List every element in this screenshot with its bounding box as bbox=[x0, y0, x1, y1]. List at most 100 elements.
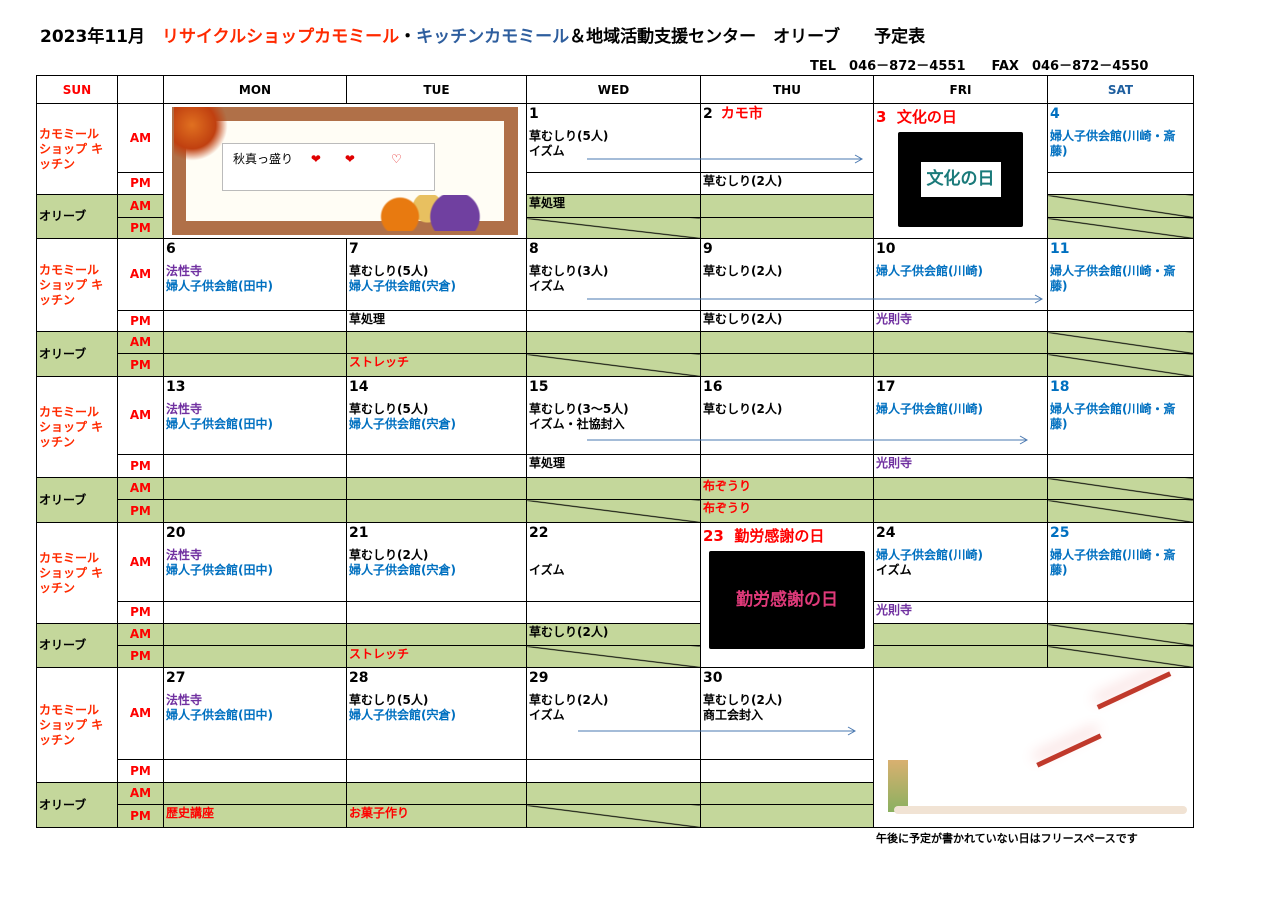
olive-cell-am bbox=[526, 331, 701, 354]
group-label-shop: カモミール ショップ キッチン bbox=[36, 376, 118, 478]
day-cell-am: 20 法性寺 婦人子供会館(田中) bbox=[163, 522, 347, 602]
olive-cell-am bbox=[526, 782, 701, 805]
week-row: PM bbox=[37, 759, 1194, 783]
group-label-olive: オリーブ bbox=[36, 477, 118, 523]
week-row: オリーブ AM 草処理 bbox=[36, 194, 1194, 239]
olive-cell-pm bbox=[700, 217, 874, 239]
day-cell-am: 16 草むしり(2人) bbox=[700, 376, 874, 455]
week-row: カモミール ショップ キッチン AM 6 法性寺 婦人子供会館(田中) 7 草むしり(5人)… bbox=[36, 238, 1194, 332]
am-label: AM bbox=[117, 522, 164, 602]
entry: 草むしり(5人) bbox=[349, 264, 429, 278]
day-cell-pm: 草処理 bbox=[526, 454, 701, 478]
day-cell-pm bbox=[346, 601, 527, 624]
entry: 布ぞうり bbox=[703, 501, 752, 515]
day-number: 3 bbox=[876, 108, 887, 126]
entry: 法性寺 bbox=[166, 693, 203, 707]
olive-cell-pm bbox=[873, 499, 1048, 523]
continuation-arrow bbox=[587, 154, 864, 164]
entry: 婦人子供会館(川崎) bbox=[876, 264, 983, 278]
continuation-arrow bbox=[587, 294, 1044, 304]
entry: 婦人子供会館(川崎) bbox=[876, 548, 983, 562]
olive-cell-am bbox=[163, 782, 347, 805]
week-row: カモミール ショップ キッチン AM 27 法性寺 婦人子供会館(田中) 28 草むしり(5… bbox=[36, 667, 1194, 828]
olive-cell-am bbox=[1047, 477, 1194, 500]
entry: 法性寺 bbox=[166, 548, 203, 562]
week-row: カモミール ショップ キッチン AM 秋真っ盛り ❤ ❤ ♡ 1 草むしり(5人) イズム… bbox=[36, 103, 1194, 239]
entry: 法性寺 bbox=[166, 402, 203, 416]
ground-decoration bbox=[894, 806, 1187, 814]
week-row: カモミール ショップ キッチン AM 20 法性寺 婦人子供会館(田中) 21 草むしり(2… bbox=[36, 522, 1194, 668]
day-number: 14 bbox=[349, 379, 369, 395]
entry: 婦人子供会館(川崎・斎藤) bbox=[1050, 548, 1176, 577]
day-cell-am: 18 婦人子供会館(川崎・斎藤) bbox=[1047, 376, 1194, 455]
week-row: PM ストレッチ bbox=[37, 353, 1194, 377]
am-label: AM bbox=[117, 238, 164, 311]
group-label-shop: カモミール ショップ キッチン bbox=[36, 238, 118, 332]
entry: イズム bbox=[529, 144, 565, 158]
olive-cell-am bbox=[700, 782, 874, 805]
day-number: 28 bbox=[349, 670, 369, 686]
illustration-text: 勤労感謝の日 bbox=[736, 589, 838, 610]
am-label: AM bbox=[117, 194, 164, 218]
entry: イズム bbox=[529, 708, 565, 722]
pm-label: PM bbox=[117, 645, 164, 668]
week-row: PM 光則寺 bbox=[37, 601, 1194, 624]
day-cell-am: 22 イズム bbox=[526, 522, 701, 602]
day-number: 29 bbox=[529, 670, 549, 686]
day-cell-am: 14 草むしり(5人) 婦人子供会館(宍倉) bbox=[346, 376, 527, 455]
entry: 草むしり(2人) bbox=[529, 693, 609, 707]
olive-cell-am: 布ぞうり bbox=[700, 477, 874, 500]
day-number: 30 bbox=[703, 670, 723, 686]
day-cell-am: 2 カモ市 bbox=[700, 103, 874, 173]
week-row: オリーブ AM 布ぞうり bbox=[36, 477, 1194, 523]
entry: 草むしり(2人) bbox=[529, 625, 609, 639]
day-cell-am: 30 草むしり(2人) 商工会封入 bbox=[700, 667, 874, 760]
pm-label: PM bbox=[117, 601, 164, 624]
pm-label: PM bbox=[117, 172, 164, 195]
header-thu: THU bbox=[700, 75, 874, 104]
week-row: PM 布ぞうり bbox=[37, 499, 1194, 523]
title-kitchen: キッチンカモミール bbox=[416, 27, 570, 47]
entry: 婦人子供会館(川崎・斎藤) bbox=[1050, 402, 1176, 431]
day-number: 18 bbox=[1050, 379, 1070, 395]
olive-cell-am bbox=[1047, 331, 1194, 354]
olive-cell-pm: ストレッチ bbox=[346, 353, 527, 377]
pm-label: PM bbox=[117, 353, 164, 377]
bunka-illustration: 文化の日 bbox=[898, 132, 1023, 227]
title-dot: ・ bbox=[399, 27, 417, 47]
week-row: カモミール ショップ キッチン AM 13 法性寺 婦人子供会館(田中) 14 草むしり(5… bbox=[36, 376, 1194, 478]
entry: 法性寺 bbox=[166, 264, 203, 278]
day-number: 20 bbox=[166, 525, 186, 541]
day-cell-am: 4 婦人子供会館(川崎・斎藤) bbox=[1047, 103, 1194, 173]
day-cell-pm bbox=[1047, 172, 1194, 195]
am-label: AM bbox=[117, 331, 164, 354]
entry: 婦人子供会館(宍倉) bbox=[349, 417, 456, 431]
day-number: 6 bbox=[166, 241, 176, 257]
day-cell-am: 1 草むしり(5人) イズム bbox=[526, 103, 701, 173]
header-sat: SAT bbox=[1047, 75, 1194, 104]
entry: 草処理 bbox=[529, 456, 566, 470]
olive-cell-am: 草むしり(2人) bbox=[526, 623, 701, 646]
entry: 婦人子供会館(宍倉) bbox=[349, 279, 456, 293]
grapes-icon bbox=[378, 195, 488, 231]
am-label: AM bbox=[117, 376, 164, 455]
header-mon: MON bbox=[163, 75, 347, 104]
day-number-title: 23 勤労感謝の日 bbox=[703, 527, 871, 545]
entry: 草むしり(5人) bbox=[529, 129, 609, 143]
day-cell-pm: 草処理 bbox=[346, 310, 527, 332]
week-row: PM bbox=[37, 217, 1194, 239]
day-cell-pm bbox=[346, 759, 527, 783]
entry: イズム・社協封入 bbox=[529, 417, 625, 431]
day-number: 7 bbox=[349, 241, 359, 257]
entry: 婦人子供会館(田中) bbox=[166, 279, 273, 293]
day-number: 27 bbox=[166, 670, 186, 686]
day-cell-pm bbox=[163, 454, 347, 478]
day-cell-pm: 草むしり(2人) bbox=[700, 310, 874, 332]
title-rest: ＆地域活動支援センター オリーブ 予定表 bbox=[569, 27, 926, 47]
olive-cell-am bbox=[873, 331, 1048, 354]
header-fri: FRI bbox=[873, 75, 1048, 104]
day-number: 13 bbox=[166, 379, 186, 395]
day-cell-pm bbox=[526, 310, 701, 332]
olive-cell-am: 草処理 bbox=[526, 194, 701, 218]
day-number: 24 bbox=[876, 525, 896, 541]
